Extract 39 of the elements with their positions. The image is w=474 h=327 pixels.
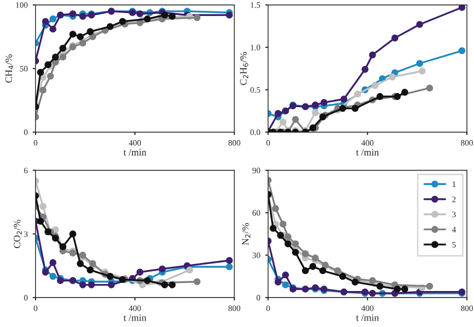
y-tick-label: 30 bbox=[252, 252, 260, 258]
y-tick-label: 60 bbox=[252, 210, 260, 216]
y-tick-label: 1.5 bbox=[250, 2, 260, 8]
x-tick-label: 0 bbox=[266, 140, 270, 146]
y-tick-label: 90 bbox=[252, 168, 260, 174]
legend-label: 2 bbox=[452, 196, 456, 202]
legend-label: 5 bbox=[452, 242, 456, 248]
y-tick-label: 50 bbox=[20, 66, 28, 72]
x-tick-label: 800 bbox=[460, 305, 473, 312]
x-tick-label: 800 bbox=[460, 140, 473, 146]
x-axis-title: t /min bbox=[356, 314, 379, 321]
y-tick-label: 1.0 bbox=[250, 44, 260, 50]
x-tick-label: 800 bbox=[228, 305, 240, 312]
x-tick-label: 0 bbox=[266, 305, 270, 312]
legend-label: 1 bbox=[452, 181, 456, 187]
y-axis-title: C$_{2}$H$_{6}$/% bbox=[240, 52, 248, 85]
x-axis-title: t /min bbox=[124, 314, 146, 321]
x-tick-label: 0 bbox=[34, 140, 38, 146]
x-axis-title: t /min bbox=[356, 149, 379, 156]
y-tick-label: 6 bbox=[24, 168, 28, 174]
y-axis-title: CO$_{2}$/% bbox=[14, 220, 22, 248]
x-tick-label: 400 bbox=[128, 140, 141, 146]
x-tick-label: 800 bbox=[228, 140, 240, 146]
y-tick-label: 0.0 bbox=[250, 130, 260, 136]
y-tick-label: 0.5 bbox=[250, 87, 260, 93]
y-axis-title: CH$_{4}$/% bbox=[5, 54, 14, 83]
legend-label: 3 bbox=[452, 212, 456, 218]
y-tick-label: 0 bbox=[24, 294, 28, 301]
x-tick-label: 400 bbox=[128, 305, 141, 312]
x-axis-title: t /min bbox=[124, 149, 146, 156]
y-tick-label: 0 bbox=[24, 130, 28, 136]
y-tick-label: 3 bbox=[24, 231, 28, 237]
y-tick-label: 0 bbox=[256, 294, 260, 301]
x-tick-label: 400 bbox=[361, 140, 374, 146]
legend-label: 4 bbox=[452, 226, 456, 232]
x-tick-label: 0 bbox=[34, 305, 38, 312]
y-tick-label: 100 bbox=[16, 2, 28, 8]
y-axis-title: N$_{2}$/% bbox=[242, 223, 250, 245]
x-tick-label: 400 bbox=[361, 305, 374, 312]
